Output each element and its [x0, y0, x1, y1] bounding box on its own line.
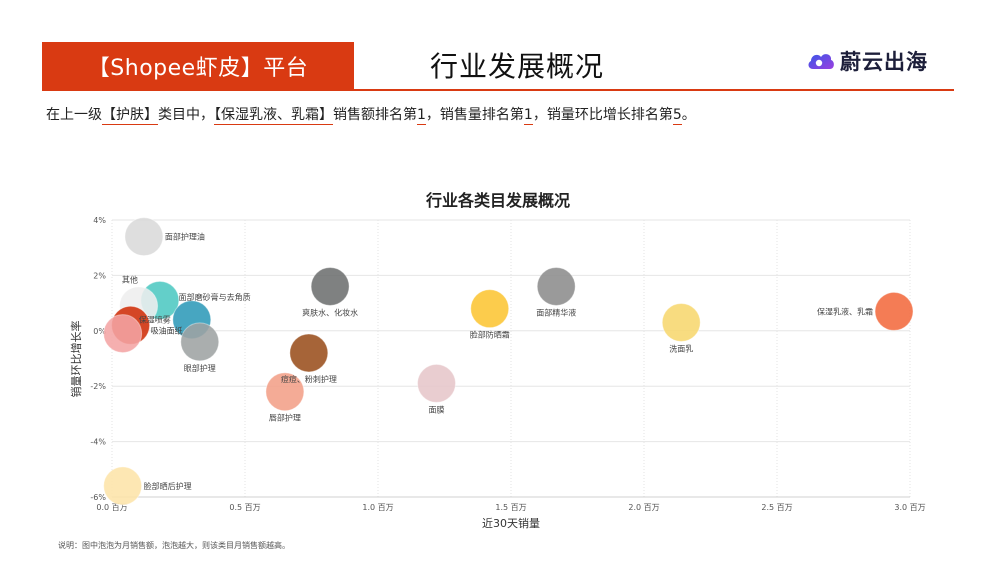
header-divider: [42, 89, 954, 91]
data-bubble: [661, 302, 701, 342]
x-tick-label: 0.0 百万: [96, 503, 127, 512]
bubble-label: 脸部防晒霜: [470, 330, 510, 340]
summary-text-part: 销售额排名第: [333, 107, 417, 123]
y-tick-label: -2%: [90, 382, 106, 391]
summary-text: 在上一级【护肤】类目中，【保湿乳液、乳霜】销售额排名第1，销售量排名第1，销量环…: [46, 104, 696, 125]
summary-text-part: 类目中，: [158, 107, 214, 123]
bubble-label: 保湿喷雾: [139, 315, 171, 325]
x-tick-label: 2.5 百万: [761, 503, 792, 512]
data-bubble: [103, 466, 143, 506]
x-tick-label: 2.0 百万: [628, 503, 659, 512]
bubble-label: 其他: [122, 274, 138, 284]
cloud-logo-icon: [808, 54, 834, 69]
chart-grid: [111, 219, 911, 498]
data-bubble: [417, 363, 457, 403]
bubble-label: 面部精华液: [536, 307, 576, 317]
summary-text-part: 在上一级: [46, 107, 102, 123]
bubble-label: 吸油面纸: [151, 325, 183, 335]
bubble-label: 爽肤水、化妆水: [302, 307, 358, 317]
x-tick-label: 1.0 百万: [362, 503, 393, 512]
x-axis-ticks: 0.0 百万 0.5 百万 1.0 百万 1.5 百万 2.0 百万 2.5 百万 3.0 …: [96, 503, 925, 512]
summary-text-part: ，销售量排名第: [425, 107, 524, 123]
x-tick-label: 0.5 百万: [229, 503, 260, 512]
y-tick-label: 4%: [93, 216, 106, 225]
x-tick-label: 3.0 百万: [894, 503, 925, 512]
x-tick-label: 1.5 百万: [495, 503, 526, 512]
y-tick-label: -6%: [90, 493, 106, 502]
data-bubble: [124, 217, 164, 257]
summary-subcategory: 【保湿乳液、乳霜】: [214, 107, 333, 125]
chart-footnote: 说明：图中泡泡为月销售额，泡泡越大，则该类目月销售额越高。: [58, 541, 290, 550]
y-axis-label: 销量环比增长率: [69, 321, 83, 398]
page-title: 行业发展概况: [430, 50, 605, 83]
chart-title: 行业各类目发展概况: [425, 191, 570, 210]
bubble-label: 面膜: [429, 404, 445, 414]
summary-category: 【护肤】: [102, 107, 158, 125]
summary-growth-rank: 5: [672, 107, 682, 125]
summary-volume-rank: 1: [523, 107, 533, 125]
bubble-label: 面部磨砂膏与去角质: [179, 292, 251, 302]
data-bubble: [536, 266, 576, 306]
platform-banner: 【Shopee虾皮】平台: [42, 42, 354, 90]
y-axis-ticks: 4% 2% 0% -2% -4% -6%: [90, 216, 106, 502]
bubble-label: 保湿乳液、乳霜: [817, 306, 873, 316]
bubble-label: 脸部晒后护理: [144, 481, 192, 491]
data-bubble: [470, 289, 510, 329]
data-bubble: [874, 291, 914, 331]
x-axis-label: 近30天销量: [482, 516, 540, 530]
data-bubble: [310, 266, 350, 306]
y-tick-label: 2%: [93, 271, 106, 280]
bubble-label: 痘痘、粉刺护理: [281, 374, 337, 384]
bubble-label: 眼部护理: [184, 363, 216, 373]
y-tick-label: 0%: [93, 327, 106, 336]
bubble-series: [103, 217, 914, 506]
bubble-label: 唇部护理: [269, 413, 301, 423]
data-bubble: [103, 314, 143, 354]
data-bubble: [289, 333, 329, 373]
platform-banner-label: 【Shopee虾皮】平台: [87, 56, 309, 81]
brand-logo: 蔚云出海: [806, 46, 928, 76]
brand-name: 蔚云出海: [840, 50, 928, 74]
data-bubble: [180, 322, 220, 362]
y-tick-label: -4%: [90, 438, 106, 447]
summary-text-part: ，销量环比增长排名第: [532, 107, 673, 123]
data-bubble: [265, 372, 305, 412]
summary-sales-rank: 1: [417, 107, 426, 125]
summary-text-part: 。: [681, 107, 696, 123]
bubble-label: 面部护理油: [165, 232, 205, 242]
bubble-label: 洗面乳: [669, 343, 693, 353]
